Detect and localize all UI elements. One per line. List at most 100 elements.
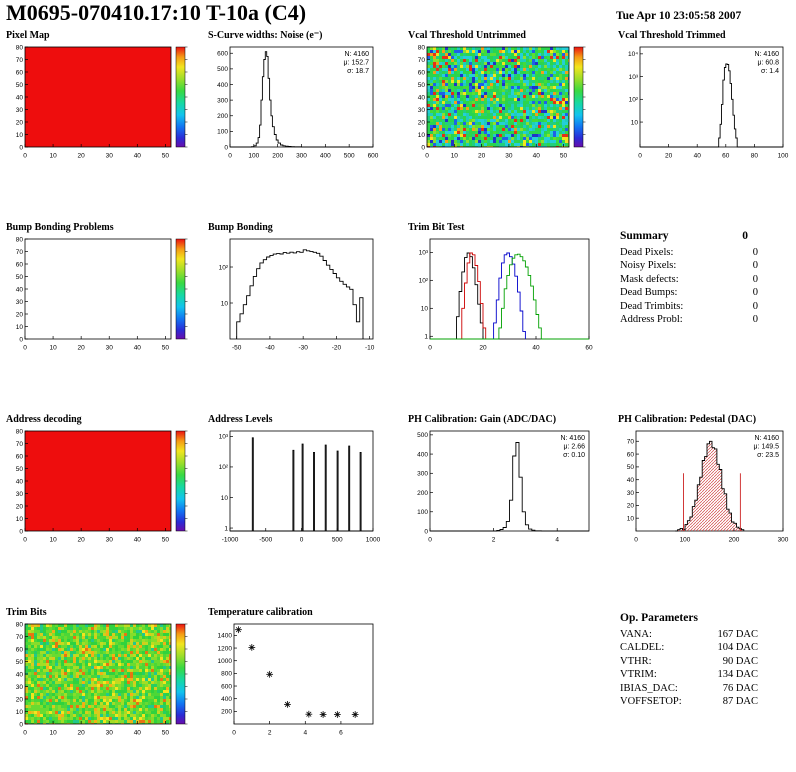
- op-parameter-label: IBIAS_DAC:: [620, 682, 678, 694]
- svg-text:10³: 10³: [419, 250, 429, 257]
- svg-text:60: 60: [418, 69, 426, 76]
- op-parameters-header: Op. Parameters: [620, 612, 758, 626]
- temperature-calibration-plot: 0 2 4 6 200 400 600 800 1000 1200 1400: [218, 623, 374, 737]
- chart-title-trim-bits: Trim Bits: [6, 607, 47, 618]
- address-levels-plot: -1000 -500 0 500 1000 1 10 10² 10³: [219, 430, 380, 544]
- svg-text:80: 80: [16, 44, 24, 51]
- svg-text:2: 2: [268, 730, 272, 737]
- op-parameter-row: VTRIM: 134 DAC: [620, 668, 758, 682]
- svg-text:400: 400: [217, 82, 228, 89]
- svg-text:30: 30: [505, 153, 513, 160]
- svg-text:70: 70: [16, 441, 24, 448]
- panel-bump-bonding-problems: Bump Bonding Problems 0 10 20 30 40 50 0 10 20 30…: [6, 222, 198, 352]
- trim-bit-test-plot: 0 20 40 60 1 10 10² 10³: [419, 238, 593, 352]
- svg-text:1200: 1200: [218, 645, 233, 652]
- svg-text:20: 20: [78, 537, 86, 544]
- summary-row-value: 0: [752, 273, 758, 285]
- svg-text:N: 4160: N: 4160: [754, 51, 779, 58]
- chart-title-ph-pedestal: PH Calibration: Pedestal (DAC): [618, 414, 757, 425]
- svg-text:20: 20: [665, 153, 673, 160]
- svg-text:60: 60: [16, 261, 24, 268]
- panel-scurve-noise: S-Curve widths: Noise (e⁻) 0 100 200 300 400…: [208, 30, 380, 160]
- svg-text:30: 30: [106, 153, 114, 160]
- svg-text:-10: -10: [365, 345, 375, 352]
- bump-bonding-plot: -50 -40 -30 -20 -10 10 10²: [219, 238, 375, 352]
- svg-text:0: 0: [23, 730, 27, 737]
- panel-bump-bonding: Bump Bonding -50 -40 -30 -20 -10 10 10²: [208, 222, 380, 352]
- svg-text:0: 0: [23, 537, 27, 544]
- svg-text:10²: 10²: [219, 464, 229, 471]
- svg-text:10: 10: [221, 300, 229, 307]
- panel-trim-bits: Trim Bits 0 10 20 30 40 50 0 10 20 30 40 50 60 70 80: [6, 607, 198, 737]
- svg-text:-1000: -1000: [222, 537, 239, 544]
- svg-text:400: 400: [417, 451, 428, 458]
- summary-title: Summary: [620, 230, 669, 242]
- panel-vcal-threshold-trimmed: Vcal Threshold Trimmed 0 20 40 60 80 100 10 10²…: [618, 30, 790, 160]
- op-parameter-value: 134 DAC: [717, 669, 758, 680]
- svg-text:1: 1: [224, 525, 228, 532]
- svg-text:50: 50: [627, 464, 635, 471]
- svg-text:200: 200: [217, 113, 228, 120]
- svg-text:10²: 10²: [629, 97, 639, 104]
- svg-text:1000: 1000: [218, 658, 233, 665]
- svg-text:60: 60: [722, 153, 730, 160]
- svg-text:500: 500: [417, 432, 428, 439]
- svg-text:40: 40: [134, 345, 142, 352]
- svg-text:60: 60: [16, 69, 24, 76]
- svg-text:40: 40: [532, 345, 540, 352]
- summary-row-label: Dead Bumps:: [620, 287, 678, 298]
- pixel-map-plot: 0 10 20 30 40 50 0 10 20 30 40 50 60 70 80: [16, 44, 188, 160]
- summary-block: Summary 0 Dead Pixels: 0 Noisy Pixels: 0 M…: [620, 230, 758, 327]
- svg-text:0: 0: [23, 153, 27, 160]
- svg-text:40: 40: [418, 94, 426, 101]
- vcal-threshold-trimmed-plot: 0 20 40 60 80 100 10 10² 10³ 10⁴ N: 4160 μ: 60.8σ: …: [628, 46, 789, 160]
- svg-text:10: 10: [631, 119, 639, 126]
- svg-text:0: 0: [638, 153, 642, 160]
- svg-text:40: 40: [16, 94, 24, 101]
- svg-text:50: 50: [560, 153, 568, 160]
- svg-text:0: 0: [428, 537, 432, 544]
- svg-text:20: 20: [16, 503, 24, 510]
- svg-text:30: 30: [106, 345, 114, 352]
- chart-title-vcal-trimmed: Vcal Threshold Trimmed: [618, 30, 726, 41]
- svg-text:σ: 18.7: σ: 18.7: [347, 68, 369, 75]
- summary-row-label: Mask defects:: [620, 273, 679, 285]
- op-parameter-value: 76 DAC: [722, 682, 758, 694]
- op-parameter-value: 167 DAC: [717, 628, 758, 640]
- svg-text:0: 0: [232, 730, 236, 737]
- svg-text:50: 50: [16, 82, 24, 89]
- summary-row: Mask defects: 0: [620, 273, 758, 287]
- summary-row-value: 0: [752, 287, 758, 298]
- svg-text:500: 500: [332, 537, 343, 544]
- svg-text:50: 50: [16, 466, 24, 473]
- svg-text:200: 200: [417, 490, 428, 497]
- svg-text:μ: 60.8: μ: 60.8: [757, 60, 779, 67]
- svg-text:50: 50: [162, 730, 170, 737]
- svg-text:20: 20: [78, 153, 86, 160]
- svg-text:N: 4160: N: 4160: [560, 435, 585, 442]
- svg-text:50: 50: [162, 537, 170, 544]
- svg-text:40: 40: [16, 671, 24, 678]
- summary-row: Dead Bumps: 0: [620, 286, 758, 300]
- svg-text:80: 80: [16, 428, 24, 435]
- svg-text:30: 30: [16, 684, 24, 691]
- svg-text:10: 10: [49, 345, 57, 352]
- chart-title-vcal-untrimmed: Vcal Threshold Untrimmed: [408, 30, 526, 41]
- panel-trim-bit-test: Trim Bit Test 0 20 40 60 1 10 10² 10³: [408, 222, 596, 352]
- svg-text:200: 200: [729, 537, 740, 544]
- svg-text:40: 40: [16, 478, 24, 485]
- svg-text:0: 0: [19, 721, 23, 728]
- svg-text:20: 20: [16, 119, 24, 126]
- svg-text:0: 0: [428, 345, 432, 352]
- op-parameter-row: VOFFSETOP: 87 DAC: [620, 695, 758, 709]
- summary-row-value: 0: [752, 246, 758, 258]
- svg-text:0: 0: [224, 144, 228, 151]
- svg-text:60: 60: [16, 453, 24, 460]
- svg-text:80: 80: [418, 44, 426, 51]
- svg-text:N: 4160: N: 4160: [344, 51, 369, 58]
- chart-title-bump-bonding-problems: Bump Bonding Problems: [6, 222, 114, 233]
- svg-text:500: 500: [344, 153, 355, 160]
- svg-text:0: 0: [19, 528, 23, 535]
- svg-text:20: 20: [418, 119, 426, 126]
- svg-text:0: 0: [23, 345, 27, 352]
